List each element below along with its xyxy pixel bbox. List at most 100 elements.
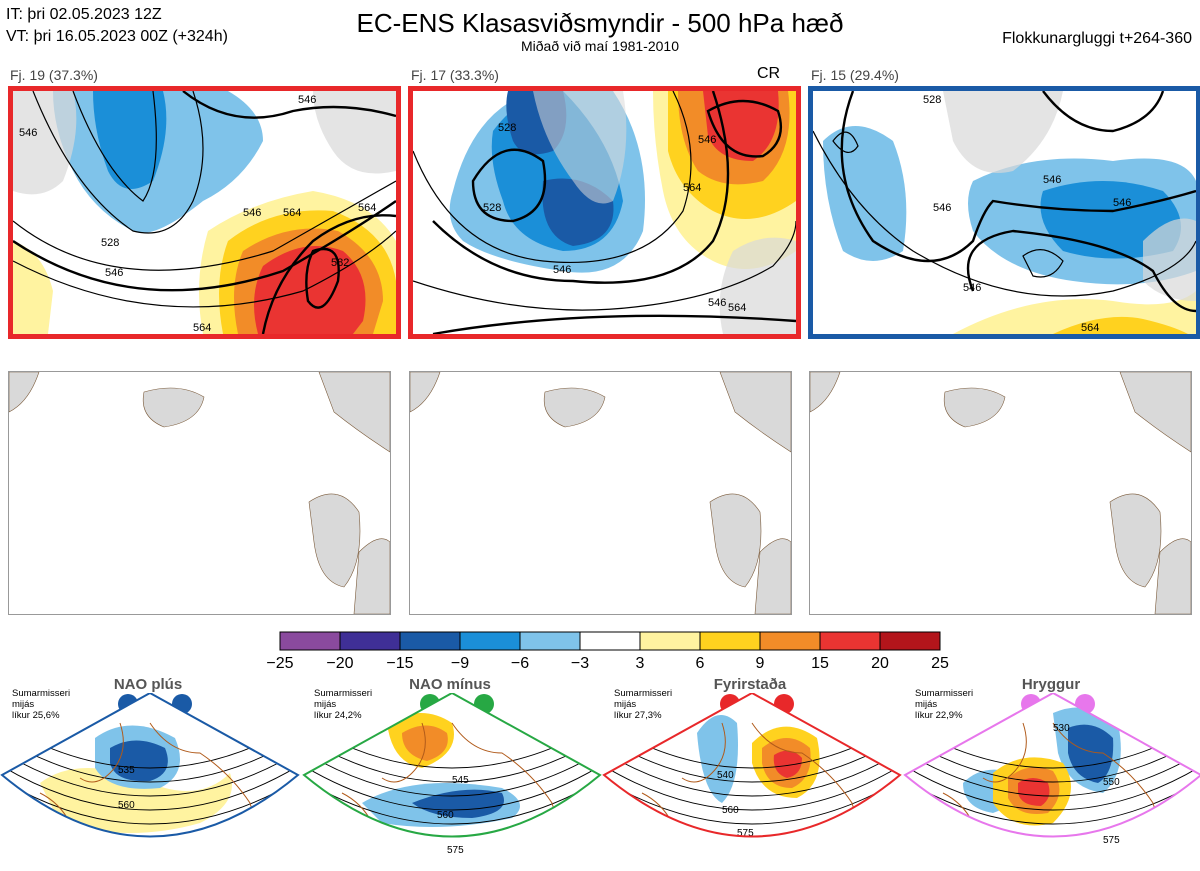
cluster-2-label: Fj. 17 (33.3%) (411, 67, 499, 83)
regime-border (602, 693, 902, 838)
regime-note-season: Sumarmisseri (614, 688, 673, 699)
colorbar-tick-label: 3 (635, 655, 645, 672)
height-contour (905, 778, 1200, 825)
colorbar-cell (819, 631, 881, 651)
height-contour (304, 778, 600, 825)
colorbar-tick-label: 25 (931, 655, 949, 672)
regime-note-prob: líkur 22,9% (915, 710, 963, 721)
anomaly-pos-left (13, 241, 53, 334)
page-subtitle: Miðað við maí 1981-2010 (521, 38, 679, 54)
contour-label: 546 (243, 207, 261, 219)
colorbar-cell (339, 631, 401, 651)
contour-label: 528 (498, 122, 516, 134)
regime-map: 535 560 (0, 693, 300, 838)
colorbar-tick-label: −25 (266, 655, 294, 672)
height-contour (2, 750, 298, 797)
colorbar-cell (639, 631, 701, 651)
cluster-map-2: 528 546 528 546 564 546 564 (408, 86, 801, 339)
contour-labels: 528 546 546 546 546 564 (923, 94, 1131, 334)
anomaly-pos-4 (703, 91, 779, 161)
height-contour (304, 764, 600, 811)
land-scandinavia (318, 372, 390, 453)
height-contours (413, 91, 796, 334)
regime-title: NAO plús (113, 676, 183, 693)
anomaly-area (1018, 778, 1050, 806)
height-contour (304, 750, 600, 797)
regime-note-season: Sumarmisseri (314, 688, 373, 699)
empty-map-2 (409, 371, 792, 615)
cluster-3-label: Fj. 15 (29.4%) (811, 67, 899, 83)
colorbar-cell (879, 631, 941, 651)
regime-contour-label: 540 (717, 770, 734, 781)
colorbar-tick-label: 15 (811, 655, 829, 672)
regime-note: Sumarmisseri mijás líkur 24,2% (314, 688, 372, 721)
contour-label: 564 (1081, 322, 1099, 334)
contour-label: 564 (728, 302, 746, 314)
land-iceland (943, 387, 1006, 428)
regime-border (903, 693, 1200, 838)
regime-contour-label: 575 (447, 845, 464, 856)
regime-contour-label: 535 (118, 765, 135, 776)
empty-map-2-svg (410, 372, 791, 614)
forecast-times: IT: þri 02.05.2023 12Z VT: þri 16.05.202… (6, 4, 228, 48)
init-time: IT: þri 02.05.2023 12Z (6, 6, 162, 23)
land-greenland (533, 91, 627, 204)
contour-label: 546 (698, 134, 716, 146)
height-contour (905, 750, 1200, 797)
colorbar-cell (519, 631, 581, 651)
regime-note-prob: líkur 24,2% (314, 710, 362, 721)
regime-map: 540 560 575 (602, 693, 902, 839)
colorbar-tick-label: −15 (386, 655, 414, 672)
colorbar-tick-label: −20 (326, 655, 354, 672)
colorbar-cell (399, 631, 461, 651)
land-europe (754, 538, 791, 614)
height-contour (604, 764, 900, 811)
regime-note-mid: mijás (614, 699, 637, 710)
empty-map-3 (809, 371, 1192, 615)
cluster-1-label: Fj. 19 (37.3%) (10, 67, 98, 83)
height-contour (304, 736, 600, 783)
colorbar-tick-label: 6 (695, 655, 705, 672)
regime-title: NAO mínus (409, 676, 491, 693)
land-iceland (543, 387, 606, 428)
contour-label: 546 (1043, 174, 1061, 186)
regime-note-mid: mijás (12, 699, 35, 710)
empty-map-1-svg (9, 372, 390, 614)
contour-label: 546 (105, 267, 123, 279)
empty-map-1 (8, 371, 391, 615)
regime-note: Sumarmisseri mijás líkur 27,3% (614, 688, 672, 721)
anomaly-area (773, 750, 802, 778)
contour-label: 528 (101, 237, 119, 249)
contour-label: 564 (193, 322, 211, 334)
anomaly-neg-left (823, 126, 907, 261)
height-contour (905, 764, 1200, 811)
anomaly-area (1068, 724, 1114, 783)
cluster-map-1: 546 546 528 546 564 546 564 582 564 (8, 86, 401, 339)
height-contour (2, 778, 298, 825)
regime-contour-label: 560 (118, 800, 135, 811)
land-greenland (943, 91, 1063, 173)
land-scandinavia (313, 91, 396, 174)
contour-label: 546 (708, 297, 726, 309)
regime-note: Sumarmisseri mijás líkur 22,9% (915, 688, 973, 721)
contour-label: 546 (19, 127, 37, 139)
regime-contour-label: 575 (737, 828, 754, 839)
contour-label: 546 (963, 282, 981, 294)
regime-note-season: Sumarmisseri (915, 688, 974, 699)
page-title: EC-ENS Klasasviðsmyndir - 500 hPa hæð (356, 8, 844, 38)
land-britain (1109, 493, 1162, 588)
colorbar-cell (759, 631, 821, 651)
land-europe (1143, 218, 1196, 301)
contour-label: 528 (923, 94, 941, 106)
land-iceland (142, 387, 205, 428)
height-contour (604, 750, 900, 797)
contour-label: 546 (1113, 197, 1131, 209)
contour-label: 546 (933, 202, 951, 214)
regime-note-prob: líkur 25,6% (12, 710, 60, 721)
height-contour (2, 764, 298, 811)
regime-note-mid: mijás (915, 699, 938, 710)
land-greenland (810, 372, 841, 413)
contour-label: 528 (483, 202, 501, 214)
cluster-map-3: 528 546 546 546 546 564 (808, 86, 1200, 339)
